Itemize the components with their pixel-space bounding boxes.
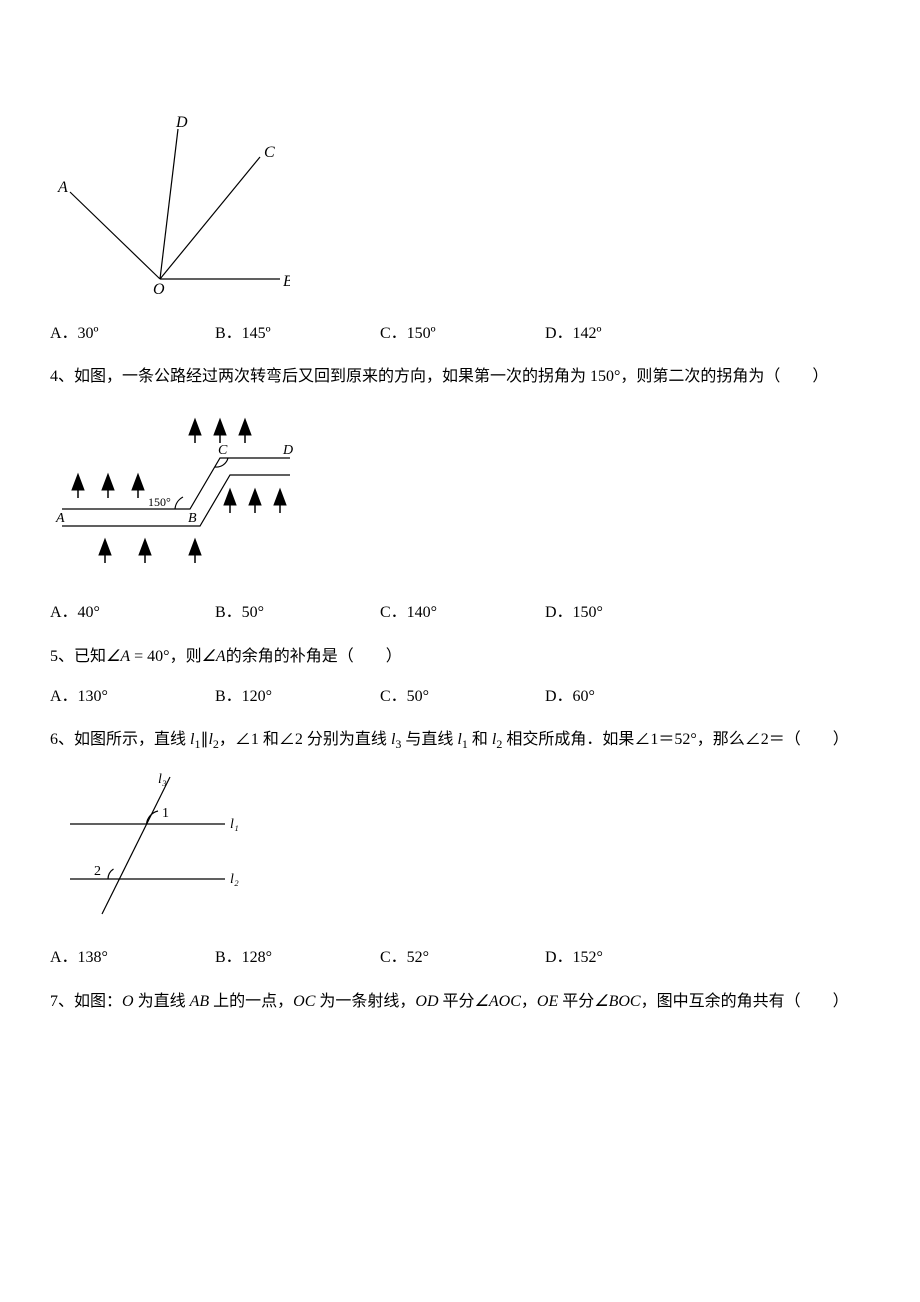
q5-choice-A: A．130° (50, 684, 215, 710)
q7-OC: OC (293, 993, 315, 1010)
label-D: D (282, 443, 293, 458)
q6-choice-D: D．152° (545, 945, 710, 971)
q6-m1: ，∠1 和∠2 分别为直线 (219, 731, 391, 748)
q7-t1: 为直线 (134, 993, 190, 1010)
q7-pre: 7、如图： (50, 993, 122, 1010)
q4-choice-C: C．140° (380, 600, 545, 626)
q3-choices: A．30º B．145º C．150º D．142º (50, 321, 870, 347)
q5-choice-C: C．50° (380, 684, 545, 710)
label-D: D (175, 114, 188, 131)
label-a2: 2 (94, 864, 101, 879)
q5-angleA: ∠A (106, 648, 130, 665)
q6-text: 6、如图所示，直线 l1∥l2，∠1 和∠2 分别为直线 l3 与直线 l1 和… (50, 727, 870, 754)
q7-OE: OE (537, 993, 558, 1010)
q4-choices: A．40° B．50° C．140° D．150° (50, 600, 870, 626)
q7-AB: AB (190, 993, 210, 1010)
q6-m3: 相交所成角．如果∠1＝52°，那么∠2＝（ ） (502, 731, 848, 748)
q6-figure: l₁ l₂ l₃ 1 2 (50, 769, 870, 928)
q6-and: 和 (468, 731, 492, 748)
q5-choice-D: D．60° (545, 684, 710, 710)
q5-choices: A．130° B．120° C．50° D．60° (50, 684, 870, 710)
q6-choice-B: B．128° (215, 945, 380, 971)
q4-text: 4、如图，一条公路经过两次转弯后又回到原来的方向，如果第一次的拐角为 150°，… (50, 364, 870, 390)
label-l2: l₂ (230, 872, 239, 887)
q6-choice-A: A．138° (50, 945, 215, 971)
q7-t4: 平分 (439, 993, 475, 1010)
q7-t2: 上的一点， (209, 993, 293, 1010)
q3-svg: A B C D O (50, 114, 290, 294)
q7-t3: 为一条射线， (315, 993, 415, 1010)
label-C: C (264, 144, 275, 161)
q3-figure: A B C D O (50, 114, 870, 303)
q7-OD: OD (415, 993, 438, 1010)
q5-t2: ，则 (170, 648, 202, 665)
label-A: A (55, 511, 65, 526)
q7-O: O (122, 993, 134, 1010)
q4-svg: A B C D 150° (50, 404, 300, 574)
q4-choice-B: B．50° (215, 600, 380, 626)
label-l1: l₁ (230, 817, 239, 832)
q3-choice-D: D．142º (545, 321, 710, 347)
q5-choice-B: B．120° (215, 684, 380, 710)
q7-aBOC: ∠BOC (594, 993, 640, 1010)
q6-pre: 6、如图所示，直线 (50, 731, 190, 748)
q5-pre: 5、已知 (50, 648, 106, 665)
q3-choice-B: B．145º (215, 321, 380, 347)
q3-choice-C: C．150º (380, 321, 545, 347)
q5-eq: = 40° (134, 648, 169, 665)
q4-figure: A B C D 150° (50, 404, 870, 583)
label-l3: l₃ (158, 772, 167, 787)
q5-angleA2: ∠A (202, 648, 226, 665)
q7-t5: ， (521, 993, 537, 1010)
q5-text: 5、已知∠A = 40°，则∠A的余角的补角是（ ） (50, 644, 870, 670)
q6-choices: A．138° B．128° C．52° D．152° (50, 945, 870, 971)
q4-choice-D: D．150° (545, 600, 710, 626)
label-A: A (57, 179, 68, 196)
q7-t6: 平分 (558, 993, 594, 1010)
label-B: B (188, 511, 197, 526)
label-a1: 1 (162, 806, 169, 821)
q6-m2: 与直线 (401, 731, 457, 748)
q6-choice-C: C．52° (380, 945, 545, 971)
q7-text: 7、如图：O 为直线 AB 上的一点，OC 为一条射线，OD 平分∠AOC，OE… (50, 989, 870, 1015)
q5-t3: 的余角的补角是（ ） (226, 648, 402, 665)
q4-choice-A: A．40° (50, 600, 215, 626)
q7-t7: ，图中互余的角共有（ ） (641, 993, 849, 1010)
label-O: O (153, 281, 165, 294)
label-angle: 150° (148, 495, 171, 509)
q6-svg: l₁ l₂ l₃ 1 2 (50, 769, 260, 919)
q3-choice-A: A．30º (50, 321, 215, 347)
label-B: B (283, 273, 290, 290)
q7-aAOC: ∠AOC (475, 993, 521, 1010)
label-C: C (218, 443, 228, 458)
